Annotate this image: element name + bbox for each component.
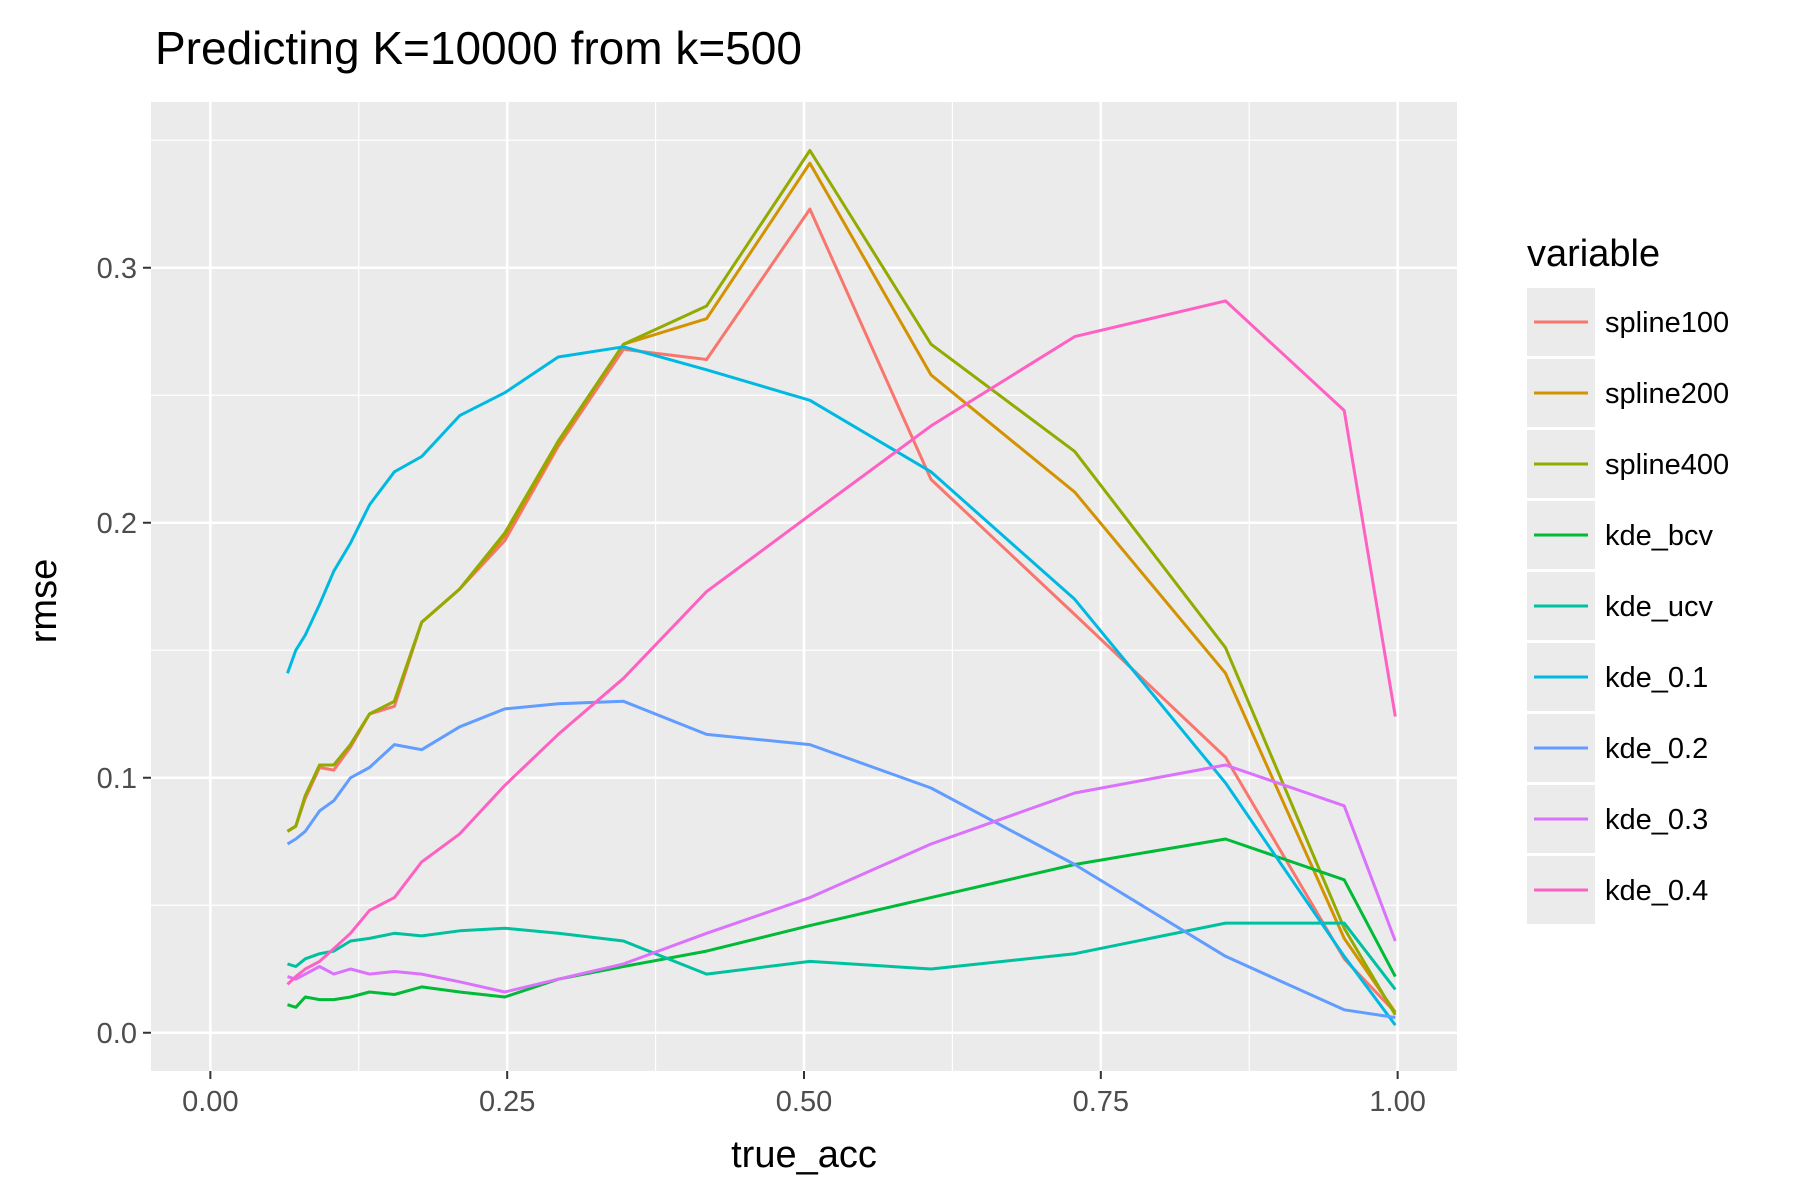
series-line-spline400 [286, 149, 1397, 1016]
series-line-kde_0.1 [286, 345, 1397, 1026]
y-tick-label: 0.1 [97, 763, 137, 795]
x-tick-label: 1.00 [1369, 1086, 1425, 1118]
legend-item-kde_0.4: kde_0.4 [1527, 856, 1708, 924]
legend-label: kde_0.4 [1605, 875, 1708, 907]
legend-label: kde_0.1 [1605, 662, 1708, 694]
x-tick-label: 0.50 [776, 1086, 832, 1118]
legend-label: kde_0.2 [1605, 733, 1708, 765]
x-tick-label: 0.00 [182, 1086, 238, 1118]
series-line-kde_ucv [287, 921, 1397, 991]
legend-label: kde_ucv [1605, 591, 1714, 623]
legend-item-kde_0.2: kde_0.2 [1527, 714, 1708, 782]
x-tick-label: 0.75 [1073, 1086, 1129, 1118]
legend: variable spline100 spline200 spline400 kde_… [1527, 233, 1729, 924]
series-line-kde_bcv [287, 837, 1397, 1009]
chart-title: Predicting K=10000 from k=500 [155, 22, 802, 74]
legend-label: spline100 [1605, 307, 1729, 339]
legend-title: variable [1527, 233, 1660, 275]
series-line-spline100 [286, 207, 1397, 1014]
series-line-kde_0.3 [287, 763, 1397, 994]
legend-item-kde_ucv: kde_ucv [1527, 572, 1714, 640]
series-lines [286, 149, 1397, 1026]
y-tick-label: 0.2 [97, 508, 137, 540]
major-gridlines [151, 102, 1457, 1071]
legend-label: spline200 [1605, 378, 1729, 410]
legend-item-kde_0.1: kde_0.1 [1527, 643, 1708, 711]
series-line-kde_0.4 [286, 299, 1397, 986]
y-axis-title: rmse [23, 559, 65, 643]
legend-item-spline200: spline200 [1527, 359, 1729, 427]
x-axis-title: true_acc [731, 1134, 877, 1176]
legend-item-kde_bcv: kde_bcv [1527, 501, 1714, 569]
x-axis: 0.00 0.25 0.50 0.75 1.00 [182, 1071, 1426, 1118]
legend-label: kde_0.3 [1605, 804, 1708, 836]
series-line-kde_0.2 [286, 699, 1396, 1019]
legend-label: spline400 [1605, 449, 1729, 481]
legend-item-spline100: spline100 [1527, 288, 1729, 356]
legend-item-spline400: spline400 [1527, 430, 1729, 498]
x-tick-label: 0.25 [479, 1086, 535, 1118]
legend-label: kde_bcv [1605, 520, 1714, 552]
legend-item-kde_0.3: kde_0.3 [1527, 785, 1708, 853]
y-tick-label: 0.0 [97, 1018, 137, 1050]
y-axis: 0.0 0.1 0.2 0.3 [97, 253, 151, 1050]
y-tick-label: 0.3 [97, 253, 137, 285]
